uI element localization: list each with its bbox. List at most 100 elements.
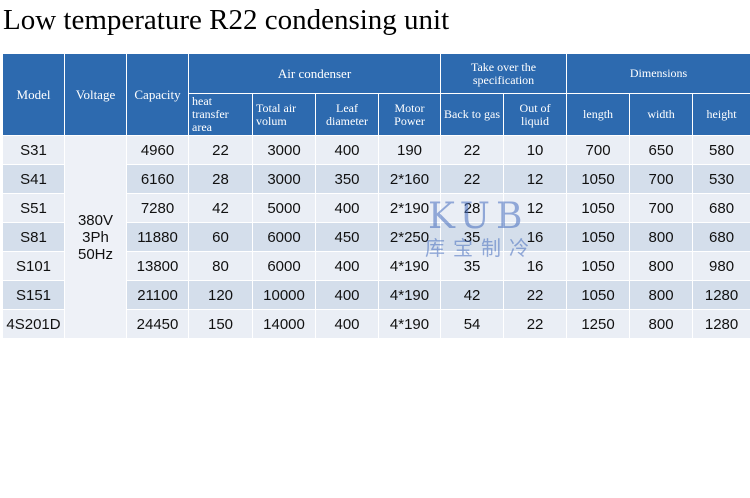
cell: 24450 xyxy=(126,309,189,339)
cell: 16 xyxy=(503,251,568,281)
header-cell: Motor Power xyxy=(377,93,442,136)
cell: 10 xyxy=(503,135,568,165)
cell: 400 xyxy=(315,135,379,165)
table-row: S51 7280 42 5000 400 2*190 28 12 1050 700 680 xyxy=(2,193,750,223)
cell: S81 xyxy=(2,222,65,252)
watermark-text: 库宝制冷 xyxy=(425,236,537,260)
cell: 1250 xyxy=(566,309,631,339)
cell: S31 xyxy=(2,135,65,165)
cell: 80 xyxy=(188,251,253,281)
cell: 150 xyxy=(188,309,253,339)
spec-table: Model Voltage Capacity Air condenser Tak… xyxy=(2,53,750,339)
cell: 1280 xyxy=(692,309,750,339)
header-cell: height xyxy=(692,93,750,136)
cell: 28 xyxy=(440,193,505,223)
cell: 680 xyxy=(692,222,750,252)
cell: 14000 xyxy=(252,309,316,339)
header-group: Dimensions xyxy=(566,53,750,94)
header-cell: Total air volum xyxy=(252,93,316,136)
cell: 580 xyxy=(692,135,750,165)
voltage-line: 50Hz xyxy=(77,245,114,263)
cell: 6000 xyxy=(252,222,316,252)
header-cell: Back to gas xyxy=(440,93,505,136)
cell: 1050 xyxy=(566,193,631,223)
header-cell: Leaf diameter xyxy=(315,93,379,136)
cell: 4*190 xyxy=(377,309,442,339)
cell: 650 xyxy=(629,135,694,165)
header-cell: Capacity xyxy=(126,53,189,136)
cell: 11880 xyxy=(126,222,189,252)
cell: 700 xyxy=(566,135,631,165)
cell: 22 xyxy=(440,164,505,194)
cell: 28 xyxy=(188,164,253,194)
cell: 350 xyxy=(315,164,379,194)
voltage-cell: 380V 3Ph 50Hz xyxy=(64,135,127,339)
header-cell: heat transfer area xyxy=(188,93,253,136)
cell: 12 xyxy=(503,193,568,223)
cell: 980 xyxy=(692,251,750,281)
table-row: S101 13800 80 6000 400 4*190 35 16 1050 800 980 xyxy=(2,251,750,281)
cell: 700 xyxy=(629,164,694,194)
cell: 1050 xyxy=(566,222,631,252)
cell: S51 xyxy=(2,193,65,223)
cell: 530 xyxy=(692,164,750,194)
title: Low temperature R22 condensing unit xyxy=(3,4,450,36)
cell: 42 xyxy=(440,280,505,310)
cell: S41 xyxy=(2,164,65,194)
cell: 60 xyxy=(188,222,253,252)
cell: S151 xyxy=(2,280,65,310)
cell: 2*160 xyxy=(377,164,442,194)
cell: 1050 xyxy=(566,251,631,281)
voltage-line: 3Ph xyxy=(82,228,109,246)
cell: 800 xyxy=(629,280,694,310)
cell: 1280 xyxy=(692,280,750,310)
header-cell: width xyxy=(629,93,694,136)
cell: 6000 xyxy=(252,251,316,281)
table-row: 4S201D 24450 150 14000 400 4*190 54 22 1250 800 12… xyxy=(2,309,750,339)
header-cell: Model xyxy=(2,53,65,136)
cell: 7280 xyxy=(126,193,189,223)
cell: 120 xyxy=(188,280,253,310)
cell: 800 xyxy=(629,222,694,252)
cell: 800 xyxy=(629,251,694,281)
cell: 22 xyxy=(188,135,253,165)
cell: 800 xyxy=(629,309,694,339)
cell: 4960 xyxy=(126,135,189,165)
table-row: S31 380V 3Ph 50Hz 4960 22 3000 400 190 22 10 700 650… xyxy=(2,135,750,339)
cell: 3000 xyxy=(252,164,316,194)
cell: 680 xyxy=(692,193,750,223)
table-row: S81 11880 60 6000 450 2*250 35 16 1050 800 680 xyxy=(2,222,750,252)
cell: 6160 xyxy=(126,164,189,194)
cell: 35 xyxy=(440,222,505,252)
cell: 3000 xyxy=(252,135,316,165)
table-row: S41 6160 28 3000 350 2*160 22 12 1050 700 530 xyxy=(2,164,750,194)
cell: 700 xyxy=(629,193,694,223)
cell: 1050 xyxy=(566,164,631,194)
cell: 16 xyxy=(503,222,568,252)
cell: 22 xyxy=(503,280,568,310)
voltage-line: 380V xyxy=(77,211,114,229)
watermark-logo: KUB xyxy=(428,196,529,237)
cell: 400 xyxy=(315,251,379,281)
header-cell: length xyxy=(566,93,631,136)
cell: 450 xyxy=(315,222,379,252)
cell: 1050 xyxy=(566,280,631,310)
cell: 22 xyxy=(440,135,505,165)
cell: 5000 xyxy=(252,193,316,223)
cell: 400 xyxy=(315,309,379,339)
cell: 190 xyxy=(377,135,442,165)
cell: 42 xyxy=(188,193,253,223)
cell: 4S201D xyxy=(2,309,65,339)
cell: 400 xyxy=(315,193,379,223)
cell: 13800 xyxy=(126,251,189,281)
cell: S101 xyxy=(2,251,65,281)
header-group: Take over the specification xyxy=(440,53,568,94)
cell: 22 xyxy=(503,309,568,339)
cell: 12 xyxy=(503,164,568,194)
cell: 10000 xyxy=(252,280,316,310)
header-cell: Out of liquid xyxy=(503,93,568,136)
table-row: S151 21100 120 10000 400 4*190 42 22 1050 800 1280 xyxy=(2,280,750,310)
cell: 400 xyxy=(315,280,379,310)
header-group: Air condenser xyxy=(187,53,442,94)
